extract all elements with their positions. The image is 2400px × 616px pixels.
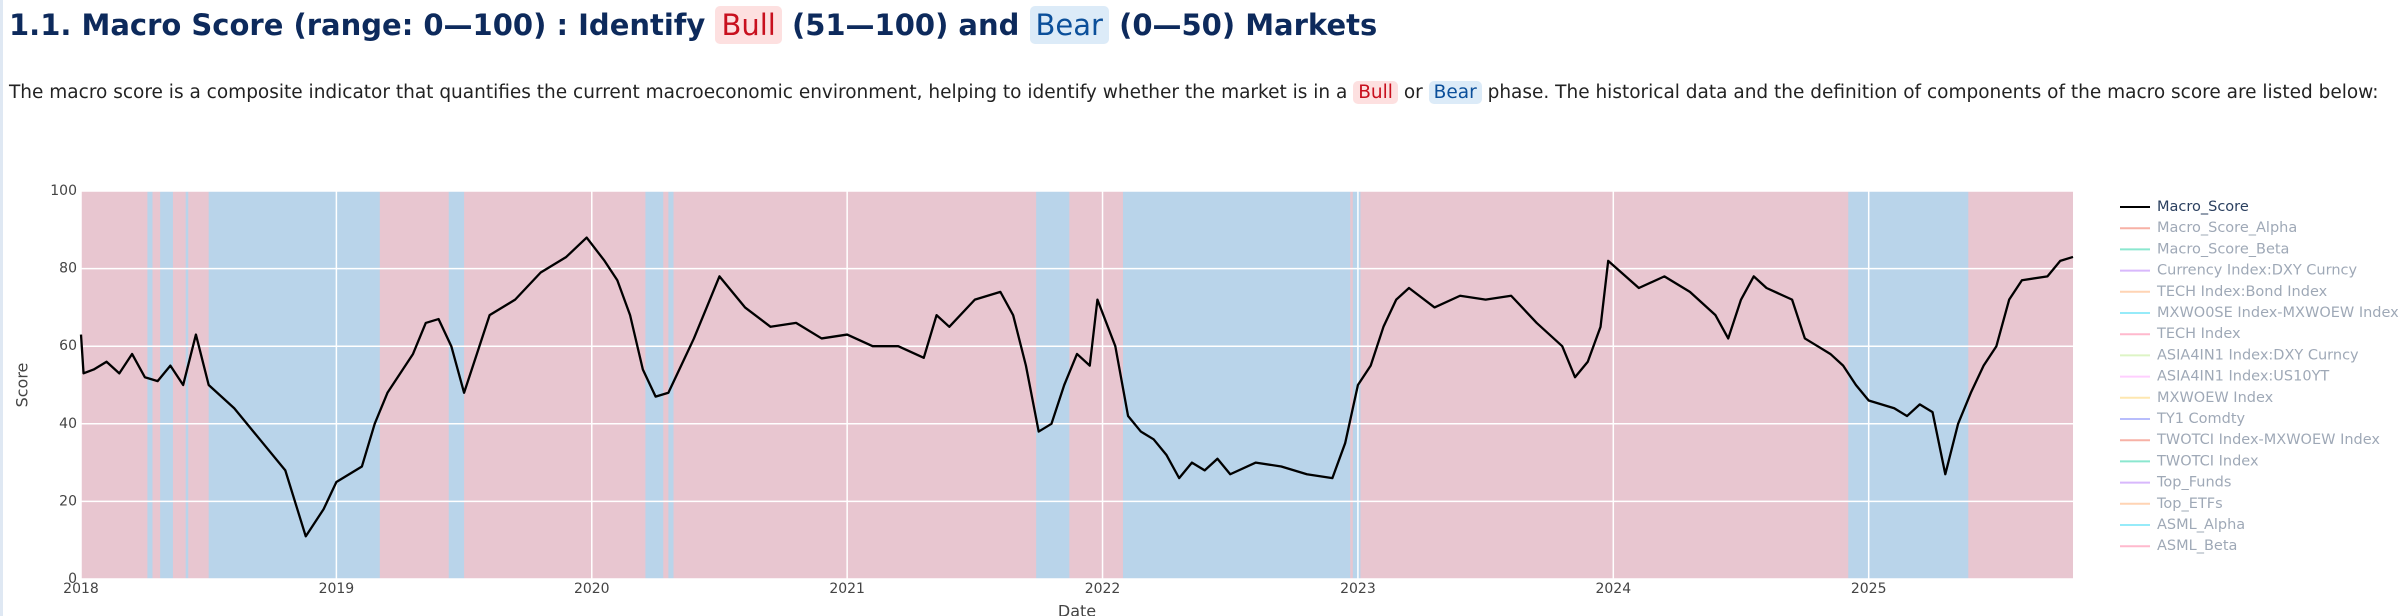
legend-label[interactable]: TY1 Comdty [2156,411,2246,427]
legend-label[interactable]: ASML_Beta [2157,538,2237,554]
legend-label[interactable]: TECH Index:Bond Index [2156,284,2328,300]
bear-period [1352,191,1361,579]
bear-period [160,191,173,579]
legend-label[interactable]: MXWO0SE Index-MXWOEW Index [2157,305,2399,321]
bear-period [208,191,380,579]
legend-label[interactable]: TECH Index [2156,326,2241,342]
section-title: 1.1. Macro Score (range: 0—100) : Identi… [9,6,1378,44]
y-tick-label: 0 [68,571,77,587]
bear-badge: Bear [1029,6,1109,44]
y-tick-label: 40 [59,416,77,432]
legend-label[interactable]: TWOTCI Index [2156,453,2259,469]
legend-label[interactable]: ASIA4IN1 Index:US10YT [2157,369,2329,385]
title-text: (0—50) Markets [1119,8,1378,42]
legend-label[interactable]: MXWOEW Index [2157,390,2274,406]
bear-period [185,191,189,579]
description-text: phase. The historical data and the defin… [1487,82,2379,103]
legend-label[interactable]: Currency Index:DXY Curncy [2157,263,2357,279]
legend-label[interactable]: ASIA4IN1 Index:DXY Curncy [2157,347,2359,363]
legend-label[interactable]: Macro_Score_Beta [2157,241,2289,257]
description: The macro score is a composite indicator… [9,81,2379,104]
legend-label[interactable]: Top_Funds [2156,475,2231,491]
y-tick-label: 20 [59,493,77,509]
x-tick-label: 2024 [1595,581,1631,597]
x-tick-label: 2020 [574,581,610,597]
x-axis-title: Date [1058,602,1096,616]
y-tick-label: 80 [59,261,77,277]
title-text: 1.1. Macro Score (range: 0—100) : Identi… [9,8,706,42]
bear-period [1848,191,1969,579]
bull-background [81,191,2073,579]
bear-period [147,191,153,579]
description-text: The macro score is a composite indicator… [9,82,1348,103]
x-tick-label: 2022 [1085,581,1121,597]
x-tick-label: 2021 [829,581,865,597]
y-axis-title: Score [13,363,32,408]
title-text: (51—100) and [791,8,1020,42]
bull-badge: Bull [715,6,782,44]
x-tick-label: 2019 [319,581,355,597]
bear-period [645,191,664,579]
legend-label[interactable]: TWOTCI Index-MXWOEW Index [2156,432,2380,448]
bear-badge: Bear [1428,81,1482,104]
bear-period [1122,191,1351,579]
y-tick-label: 100 [50,183,77,199]
bear-period [448,191,465,579]
x-tick-label: 2023 [1340,581,1376,597]
legend-label[interactable]: Macro_Score [2157,199,2249,215]
bull-badge: Bull [1353,81,1398,104]
legend-label[interactable]: Macro_Score_Alpha [2157,220,2297,236]
legend-label[interactable]: ASML_Alpha [2157,517,2245,533]
score-line [79,236,2074,538]
y-tick-label: 60 [59,338,77,354]
x-tick-label: 2025 [1851,581,1887,597]
legend-label[interactable]: Top_ETFs [2156,496,2223,512]
chart: 0 20 40 60 80 100 2018 2019 2020 2021 2022 2023 2024… [13,183,2400,616]
x-tick-label: 2018 [63,581,99,597]
description-text: or [1403,82,1423,103]
